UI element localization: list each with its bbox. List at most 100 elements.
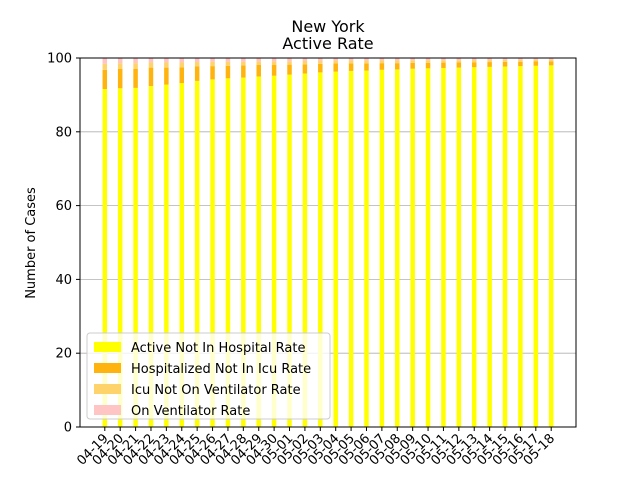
bar-segment <box>548 58 554 60</box>
bar-segment <box>117 88 123 428</box>
bar-segment <box>256 58 261 62</box>
bar-segment <box>518 61 523 67</box>
bar-segment <box>379 58 385 61</box>
bar-segment <box>179 67 185 84</box>
bar-segment <box>225 78 231 428</box>
bar-segment <box>164 58 169 63</box>
y-tick-label: 0 <box>64 421 72 436</box>
bar-segment <box>225 61 231 66</box>
bar-segment <box>225 65 231 79</box>
bar-segment <box>379 63 385 70</box>
bar-segment <box>533 61 539 66</box>
bar-segment <box>241 77 246 427</box>
bar-segment <box>395 63 400 70</box>
bar-segment <box>533 58 539 60</box>
bar-segment <box>333 60 338 64</box>
bar-segment <box>348 63 354 71</box>
bar-segment <box>271 65 277 76</box>
y-tick-label: 40 <box>55 273 72 288</box>
bar-segment <box>471 58 477 61</box>
y-tick-label: 60 <box>55 199 72 214</box>
y-tick-label: 20 <box>55 347 72 362</box>
bar-segment <box>210 58 215 62</box>
axes: 02040608010004-1904-2004-2104-2204-2304-… <box>47 52 577 469</box>
bar-segment <box>410 60 415 63</box>
bar-segment <box>518 59 523 62</box>
bar-segment <box>164 62 169 68</box>
bar-segment <box>471 67 477 427</box>
bar-segment <box>410 58 415 61</box>
bar-segment <box>256 61 261 66</box>
legend-label: Hospitalized Not In Icu Rate <box>131 362 311 377</box>
bar-segment <box>425 62 431 69</box>
bar-segment <box>425 58 431 61</box>
bar-segment <box>333 63 338 72</box>
y-axis-label: Number of Cases <box>24 187 39 299</box>
bar-segment <box>456 62 462 68</box>
bar-segment <box>487 60 492 63</box>
bar-segment <box>256 65 261 77</box>
bar-segment <box>410 62 415 69</box>
bar-segment <box>287 61 292 65</box>
legend-swatch <box>94 384 121 394</box>
bar-segment <box>302 73 308 428</box>
bar-segment <box>348 60 354 64</box>
legend-label: On Ventilator Rate <box>131 404 250 419</box>
legend: Active Not In Hospital Rate Hospitalized … <box>86 332 331 420</box>
bar-segment <box>395 58 400 61</box>
bar-segment <box>441 62 446 68</box>
bar-segment <box>364 60 369 64</box>
bar-segment <box>333 71 338 427</box>
bar-segment <box>487 62 492 67</box>
bar-segment <box>379 69 385 428</box>
bar-segment <box>194 62 200 67</box>
bar-segment <box>441 67 446 427</box>
bar-segment <box>364 63 369 71</box>
bar-segment <box>395 69 400 428</box>
bar-segment <box>210 79 215 427</box>
bar-segment <box>302 60 308 65</box>
bar-segment <box>318 63 323 73</box>
bar-segment <box>287 74 292 427</box>
bar-segment <box>194 80 200 428</box>
bar-segment <box>133 58 138 64</box>
bar-segment <box>133 87 138 427</box>
bar-segment <box>148 67 154 87</box>
bar-segment <box>471 60 477 63</box>
bar-segment <box>194 58 200 63</box>
bar-segment <box>441 60 446 63</box>
bar-segment <box>102 69 108 89</box>
bar-segment <box>379 60 385 64</box>
bar-segment <box>102 63 108 70</box>
bar-segment <box>348 70 354 427</box>
bar-segment <box>333 58 338 61</box>
bar-segment <box>179 58 185 63</box>
bar-segment <box>548 59 554 62</box>
bar-segment <box>164 84 169 428</box>
bar-segment <box>518 66 523 428</box>
bar-segment <box>179 62 185 68</box>
bars <box>102 58 554 428</box>
bar-segment <box>487 58 492 61</box>
bar-segment <box>502 66 508 427</box>
bar-segment <box>518 58 523 60</box>
bar-segment <box>318 60 323 64</box>
bar-segment <box>102 58 108 64</box>
bar-segment <box>210 61 215 67</box>
plot-frame <box>79 57 577 428</box>
bar-segment <box>287 58 292 62</box>
bar-segment <box>548 65 554 427</box>
legend-swatch <box>94 405 121 415</box>
bar-segment <box>456 67 462 428</box>
bar-segment <box>271 61 277 66</box>
bar-segment <box>471 62 477 68</box>
bar-segment <box>241 61 246 66</box>
bar-segment <box>225 58 231 62</box>
bar-segment <box>271 75 277 427</box>
bar-segment <box>102 88 108 427</box>
legend-label: Active Not In Hospital Rate <box>131 341 305 356</box>
bar-segment <box>241 65 246 78</box>
bar-segment <box>533 59 539 62</box>
bar-segment <box>533 65 539 428</box>
